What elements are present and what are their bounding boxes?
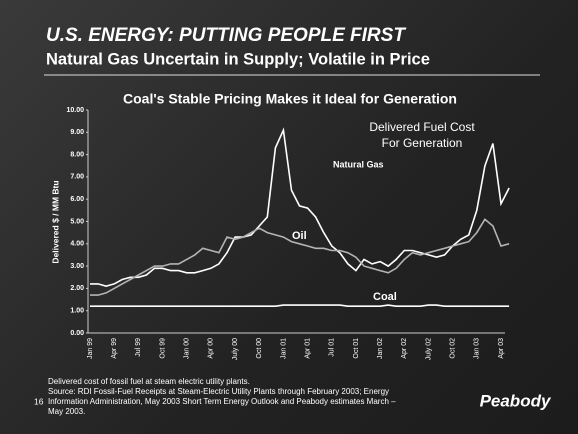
x-tick-label: Apr 03 (498, 338, 505, 359)
footnote: May 2003. (48, 407, 85, 416)
y-tick-label: 5.00 (70, 218, 84, 225)
x-tick-label: Jan 02 (377, 338, 384, 359)
annotation: For Generation (382, 136, 463, 150)
x-tick-label: Apr 02 (401, 338, 408, 359)
x-tick-label: Jan 99 (87, 338, 94, 359)
x-tick-label: Jul 01 (329, 338, 336, 357)
x-tick-label: Oct 02 (449, 338, 456, 359)
y-tick-label: 7.00 (70, 174, 84, 181)
y-tick-label: 9.00 (70, 129, 84, 136)
y-tick-label: 3.00 (70, 263, 84, 270)
series-line (90, 127, 510, 288)
series-label: Oil (292, 230, 307, 242)
footnote: Source: RDI Fossil-Fuel Receipts at Stea… (48, 387, 389, 396)
y-tick-label: 1.00 (70, 308, 84, 315)
series-label: Natural Gas (333, 159, 384, 169)
footnote: Information Administration, May 2003 Sho… (48, 397, 396, 406)
y-tick-label: 0.00 (70, 330, 84, 337)
footnote: Delivered cost of fossil fuel at steam e… (48, 377, 250, 386)
y-axis-label: Delivered $ / MM Btu (50, 180, 60, 263)
x-tick-label: Jan 01 (280, 338, 287, 359)
x-tick-label: Jul 99 (135, 338, 142, 357)
chart-title: Coal's Stable Pricing Makes it Ideal for… (123, 91, 457, 107)
y-tick-label: 10.00 (66, 107, 84, 114)
series-line (90, 218, 510, 296)
x-tick-label: Apr 00 (208, 338, 215, 359)
x-tick-label: July 02 (425, 338, 432, 360)
series-line (90, 304, 510, 307)
x-tick-label: Apr 99 (111, 338, 118, 359)
x-tick-label: July 00 (232, 338, 239, 360)
series-label: Coal (373, 291, 397, 303)
x-tick-label: Apr 01 (304, 338, 311, 359)
logo: Peabody (480, 391, 552, 410)
x-tick-label: Oct 01 (353, 338, 360, 359)
y-tick-label: 8.00 (70, 151, 84, 158)
x-tick-label: Jan 03 (474, 338, 481, 359)
x-tick-label: Oct 00 (256, 338, 263, 359)
y-tick-label: 4.00 (70, 241, 84, 248)
x-tick-label: Oct 99 (159, 338, 166, 359)
x-tick-label: Jan 00 (184, 338, 191, 359)
slide-title: U.S. ENERGY: PUTTING PEOPLE FIRST (46, 25, 406, 46)
y-tick-label: 2.00 (70, 285, 84, 292)
y-tick-label: 6.00 (70, 196, 84, 203)
annotation: Delivered Fuel Cost (369, 120, 475, 134)
page-number: 16 (34, 396, 44, 406)
slide-subtitle: Natural Gas Uncertain in Supply; Volatil… (46, 50, 430, 68)
